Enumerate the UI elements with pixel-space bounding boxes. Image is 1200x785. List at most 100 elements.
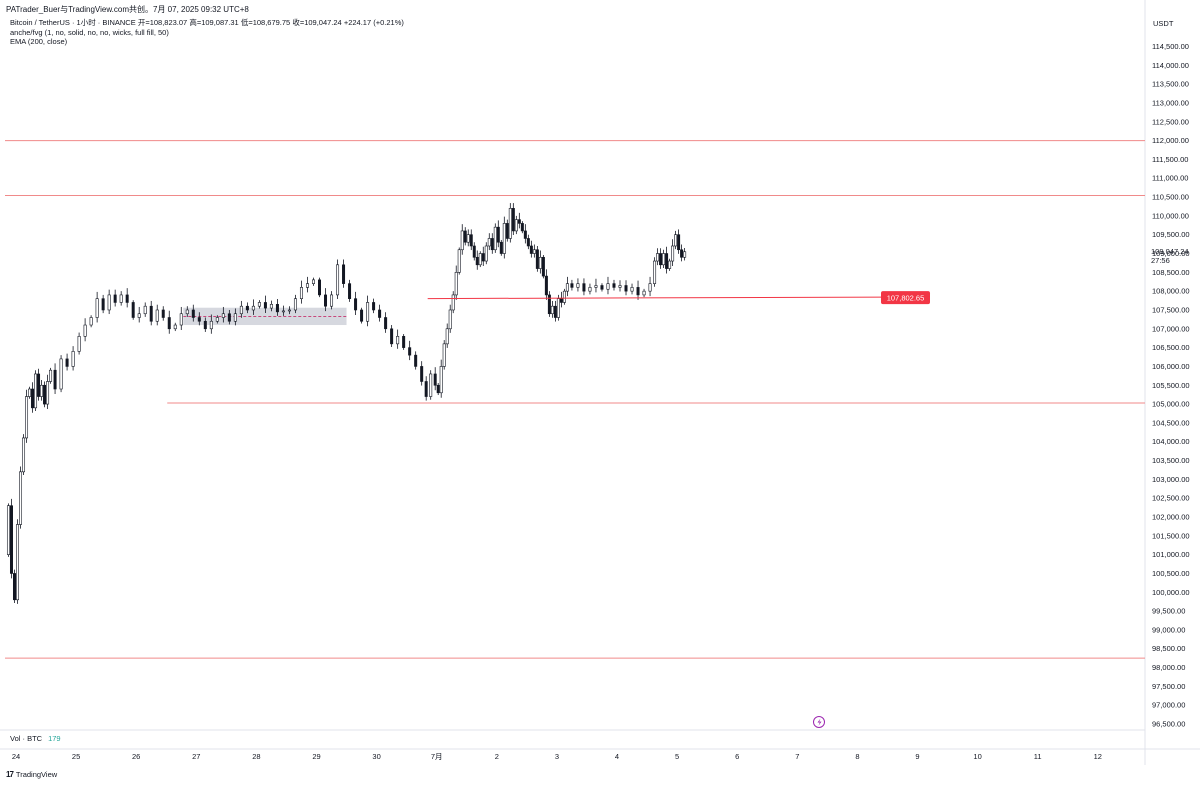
candle-body: [529, 245, 533, 254]
candle-body: [34, 373, 38, 409]
candle-body: [366, 302, 370, 322]
candle-body: [460, 230, 464, 251]
marked-price-box: [881, 291, 930, 305]
lightning-icon: [813, 716, 825, 728]
candle-body: [653, 260, 657, 284]
x-tick-label: 27: [192, 752, 200, 761]
candle-body: [484, 245, 488, 262]
candle-body: [656, 253, 660, 262]
candle-body: [671, 245, 675, 262]
x-tick-label: 9: [915, 752, 919, 761]
y-tick-label: 104,000.00: [1152, 437, 1190, 446]
candle-body: [487, 238, 491, 247]
volume-value: 179: [48, 734, 61, 743]
candle-body: [463, 230, 467, 243]
x-tick-label: 25: [72, 752, 80, 761]
candle-body: [101, 298, 105, 311]
y-tick-label: 97,500.00: [1152, 682, 1185, 691]
candle-body: [16, 524, 20, 601]
candle-body: [508, 208, 512, 239]
y-tick-label: 106,500.00: [1152, 343, 1190, 352]
x-tick-label: 7月: [431, 752, 443, 761]
candle-body: [502, 223, 506, 254]
candle-body: [520, 223, 524, 232]
candle-body: [594, 285, 598, 288]
candle-body: [59, 358, 63, 390]
candle-body: [442, 343, 446, 367]
y-tick-label: 114,000.00: [1152, 61, 1189, 70]
y-tick-label: 113,500.00: [1152, 80, 1189, 89]
candle-body: [648, 283, 652, 292]
x-tick-label: 7: [795, 752, 799, 761]
tradingview-footer[interactable]: 17 TradingView: [6, 770, 57, 779]
candle-body: [372, 302, 376, 311]
chart-legend: Bitcoin / TetherUS · 1小时 · BINANCE 开=108…: [10, 18, 404, 47]
candle-body: [77, 336, 81, 352]
candle-body: [31, 388, 35, 409]
y-tick-label: 111,500.00: [1152, 155, 1188, 164]
tradingview-brand: TradingView: [15, 770, 58, 779]
currency-label[interactable]: USDT: [1153, 19, 1174, 28]
lightning-bolt-icon: [817, 718, 822, 726]
y-tick-label: 98,500.00: [1152, 644, 1185, 653]
candle-body: [167, 317, 171, 330]
candle-body: [505, 223, 509, 239]
candle-body: [490, 238, 494, 251]
y-tick-label: 112,000.00: [1152, 136, 1189, 145]
candle-body: [457, 249, 461, 273]
y-tick-label: 112,500.00: [1152, 117, 1189, 126]
x-tick-label: 28: [252, 752, 260, 761]
candle-body: [436, 384, 440, 394]
candle-body: [526, 238, 530, 247]
indicator-ema[interactable]: EMA (200, close): [10, 37, 68, 46]
y-tick-label: 100,500.00: [1152, 569, 1190, 578]
candle-body: [40, 384, 44, 397]
candle-body: [287, 309, 291, 312]
x-tick-label: 3: [555, 752, 559, 761]
candle-body: [541, 256, 545, 277]
indicator-fvg[interactable]: anche/fvg (1, no, solid, no, no, wicks, …: [10, 27, 169, 37]
candle-body: [89, 317, 93, 326]
y-tick-label: 99,500.00: [1152, 607, 1185, 616]
x-tick-label: 11: [1034, 752, 1042, 761]
candle-body: [227, 313, 231, 322]
y-tick-label: 109,000.00: [1152, 249, 1190, 258]
candle-body: [588, 287, 592, 292]
candle-body: [311, 279, 315, 284]
candle-body: [556, 298, 560, 318]
candle-body: [65, 358, 69, 367]
x-tick-label: 26: [132, 752, 140, 761]
candle-body: [19, 471, 23, 525]
candle-body: [496, 226, 500, 243]
candle-body: [559, 298, 563, 303]
candle-body: [636, 287, 640, 296]
candle-body: [481, 253, 485, 262]
y-tick-label: 114,500.00: [1152, 42, 1189, 51]
candle-body: [28, 388, 32, 397]
countdown-label: 27:56: [1151, 256, 1170, 265]
candle-body: [451, 294, 455, 311]
candle-body: [466, 234, 470, 243]
candle-body: [582, 283, 586, 292]
candle-body: [71, 351, 75, 367]
candle-body: [6, 505, 10, 555]
y-tick-label: 113,000.00: [1152, 98, 1189, 107]
candle-body: [408, 347, 412, 356]
symbol-info[interactable]: Bitcoin / TetherUS · 1小时 · BINANCE 开=108…: [10, 18, 404, 27]
candle-body: [239, 305, 243, 315]
candle-body: [378, 309, 382, 318]
y-tick-label: 100,000.00: [1152, 588, 1190, 597]
candle-body: [12, 573, 16, 601]
candle-body: [576, 283, 580, 288]
candle-body: [674, 234, 678, 247]
candle-body: [336, 264, 340, 296]
x-tick-label: 8: [855, 752, 859, 761]
candle-body: [448, 309, 452, 330]
y-tick-label: 96,500.00: [1152, 720, 1185, 729]
y-tick-label: 98,000.00: [1152, 663, 1185, 672]
candle-body: [161, 309, 165, 318]
candle-body: [318, 279, 322, 296]
candle-body: [433, 373, 437, 386]
candle-body: [424, 381, 428, 397]
